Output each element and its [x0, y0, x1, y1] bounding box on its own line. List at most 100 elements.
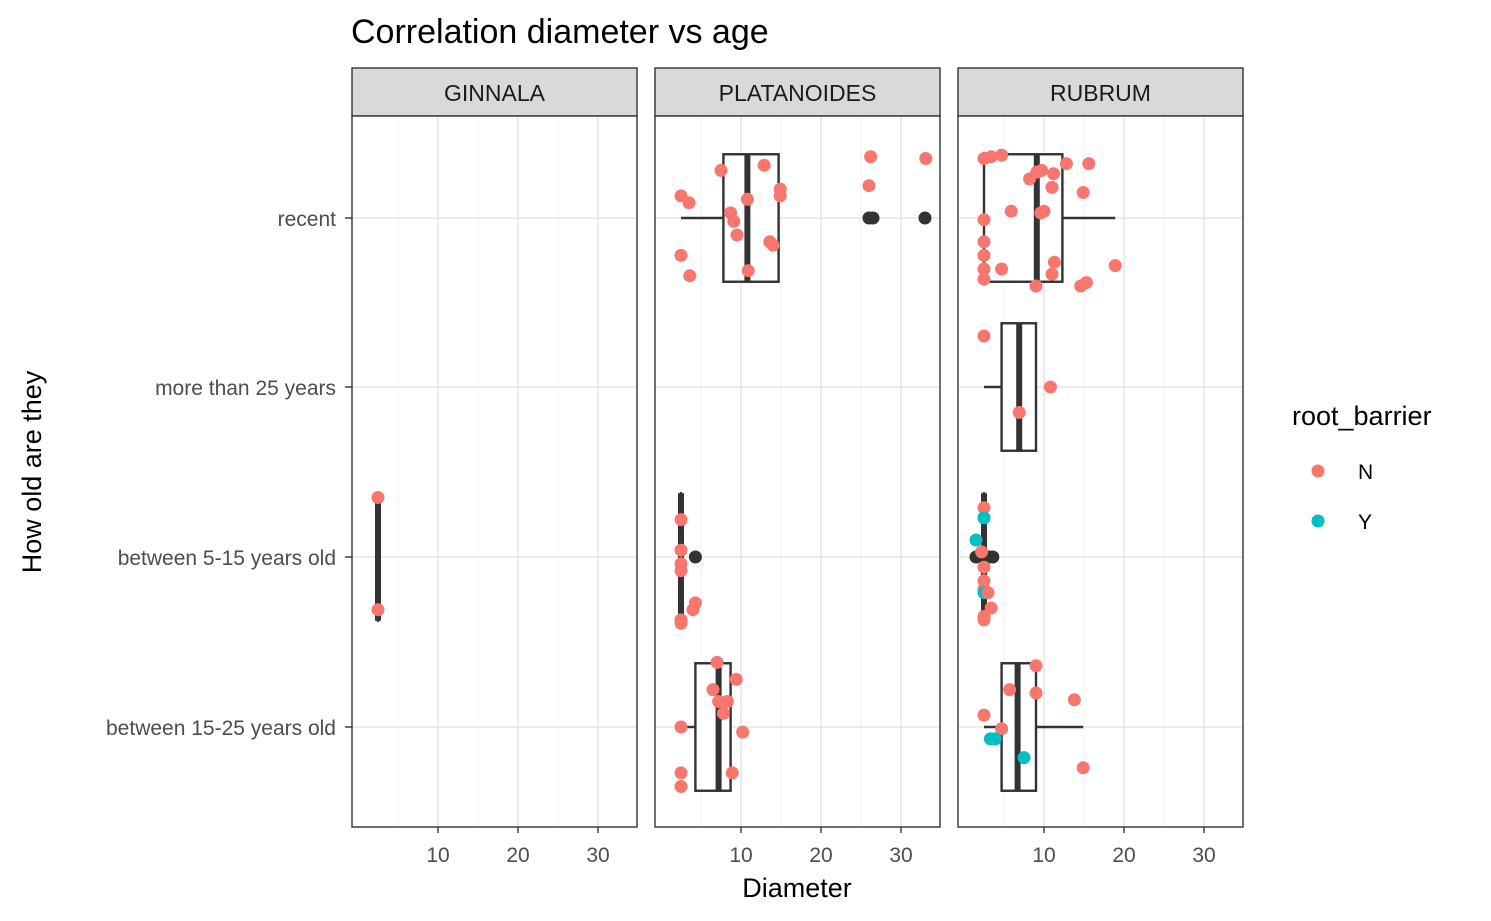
outlier-point: [918, 211, 932, 225]
facet-strip-label: GINNALA: [444, 80, 546, 106]
y-axis: recent more than 25 years between 5-15 yea…: [106, 208, 352, 740]
y-tick-label: between 5-15 years old: [118, 547, 336, 570]
data-point-n: [674, 766, 688, 780]
data-point-n: [741, 264, 755, 278]
data-point-n: [1067, 693, 1081, 707]
data-point-n: [977, 501, 991, 515]
data-point-n: [714, 163, 728, 177]
chart-title: Correlation diameter vs age: [351, 13, 769, 51]
data-point-n: [1047, 255, 1061, 269]
data-point-y: [1017, 751, 1031, 765]
data-point-n: [1108, 259, 1122, 273]
panel-border: [957, 115, 1244, 828]
data-point-n: [766, 238, 780, 252]
data-point-n: [710, 655, 724, 669]
data-point-n: [977, 560, 991, 574]
facet-strip: [957, 67, 1244, 117]
data-point-n: [720, 695, 734, 708]
legend-title: root_barrier: [1292, 401, 1432, 431]
data-point-n: [862, 179, 876, 193]
data-point-n: [1059, 157, 1073, 171]
x-tick-label: 20: [506, 844, 529, 867]
legend-label-n: N: [1358, 461, 1373, 484]
data-point-n: [674, 564, 688, 578]
legend: root_barrier N Y: [1292, 401, 1432, 534]
data-point-n: [730, 228, 744, 242]
data-point-n: [919, 152, 933, 165]
panel-border: [351, 115, 638, 828]
data-point-n: [995, 722, 1009, 736]
facet-strip-label: PLATANOIDES: [719, 80, 877, 106]
outlier-point: [688, 550, 702, 564]
data-point-n: [984, 601, 998, 615]
data-point-n: [1003, 683, 1017, 697]
data-point-n: [984, 150, 998, 164]
y-axis-title: How old are they: [17, 370, 47, 573]
data-point-n: [682, 196, 696, 210]
data-point-n: [977, 272, 991, 286]
x-tick-label: 10: [1032, 844, 1055, 867]
data-point-n: [981, 586, 995, 600]
x-tick-label: 20: [1112, 844, 1135, 867]
facet-ginnala: GINNALA 10 20 30: [351, 67, 638, 867]
facet-strip: [351, 67, 638, 117]
data-point-n: [977, 262, 991, 276]
data-point-n: [1035, 163, 1049, 177]
outlier-point: [986, 550, 1000, 564]
y-tick-label: more than 25 years: [155, 377, 336, 400]
data-point-n: [725, 766, 739, 780]
x-axis-title: Diameter: [742, 873, 852, 903]
data-point-n: [674, 616, 688, 630]
data-point-n: [371, 603, 385, 617]
data-point-n: [683, 269, 697, 283]
data-point-n: [977, 213, 991, 227]
data-point-n: [977, 708, 991, 722]
data-point-n: [1045, 267, 1059, 281]
facet-platanoides: PLATANOIDES 10 20 30: [654, 67, 941, 867]
data-point-n: [1082, 157, 1096, 171]
data-point-n: [1004, 204, 1018, 218]
data-point-n: [1012, 406, 1026, 419]
data-point-n: [773, 189, 787, 203]
x-tick-label: 30: [889, 844, 912, 867]
data-point-n: [371, 491, 385, 504]
data-point-n: [864, 150, 878, 164]
data-point-n: [674, 513, 688, 527]
data-point-n: [729, 672, 743, 686]
data-point-n: [716, 706, 730, 720]
data-point-n: [1029, 659, 1043, 673]
data-point-n: [1076, 761, 1090, 775]
data-point-n: [1034, 206, 1048, 220]
data-point-n: [1043, 380, 1057, 394]
x-tick-label: 30: [1192, 844, 1215, 867]
data-point-n: [1045, 180, 1059, 194]
legend-label-y: Y: [1358, 511, 1372, 534]
data-point-n: [674, 248, 688, 262]
facet-rubrum: RUBRUM 10 20 30: [957, 67, 1244, 867]
data-point-n: [1076, 186, 1090, 199]
data-point-n: [757, 158, 771, 172]
data-point-n: [975, 545, 989, 559]
boxplot: [984, 322, 1038, 452]
data-point-n: [674, 780, 688, 793]
panel-background: [352, 116, 637, 827]
data-point-n: [977, 329, 991, 343]
x-tick-label: 30: [586, 844, 609, 867]
data-point-n: [686, 603, 700, 617]
data-point-n: [727, 214, 741, 228]
facet-strip: [654, 67, 941, 117]
data-point-n: [736, 725, 750, 739]
facet-panels: GINNALA 10 20 30 PLATANOIDES 10 20 30 RUBRUM 10 20…: [351, 67, 1244, 867]
data-point-n: [674, 720, 688, 734]
y-tick-label: between 15-25 years old: [106, 717, 336, 740]
data-point-n: [706, 683, 720, 697]
data-point-n: [995, 148, 1009, 162]
data-point-n: [1074, 279, 1088, 293]
x-tick-label: 10: [729, 844, 752, 867]
box: [694, 662, 732, 792]
data-point-n: [674, 543, 688, 557]
data-point-n: [977, 235, 991, 249]
data-point-y: [977, 511, 991, 525]
data-point-n: [1023, 172, 1037, 186]
